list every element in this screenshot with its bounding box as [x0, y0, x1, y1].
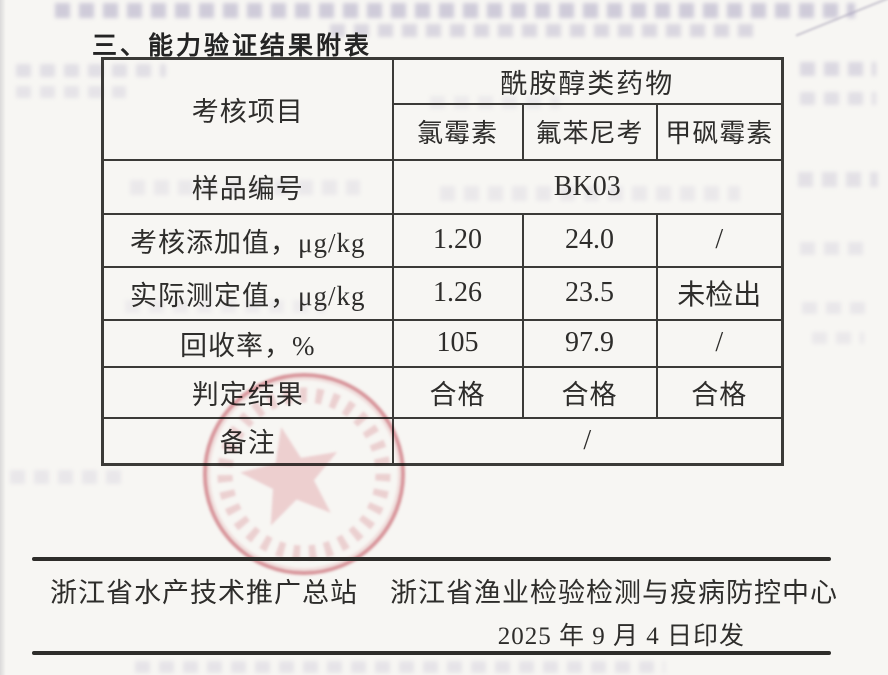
header-item-column: 考核项目 [101, 57, 394, 161]
table-row-spiked-value: 考核添加值，μg/kg 1.20 24.0 / [101, 212, 784, 268]
header-drug-3: 甲砜霉素 [655, 102, 784, 161]
page-title: 三、能力验证结果附表 [92, 32, 373, 60]
cell-value: / [655, 212, 784, 268]
table-row-sample-id: 样品编号 BK03 [101, 158, 784, 215]
row-label: 判定结果 [101, 365, 394, 419]
row-label: 回收率，% [101, 318, 394, 368]
header-drug-2: 氟苯尼考 [521, 102, 658, 161]
cell-value: 105 [391, 318, 524, 368]
organization-name-2: 浙江省渔业检验检测与疫病防控中心 [390, 578, 838, 608]
issue-date: 2025 年 9 月 4 日印发 [497, 623, 745, 650]
show-through-smudge [800, 92, 876, 105]
show-through-smudge [798, 172, 878, 187]
cell-value: 24.0 [521, 212, 658, 268]
cell-value: 23.5 [521, 265, 658, 321]
show-through-smudge [55, 3, 855, 18]
row-label: 样品编号 [101, 158, 394, 215]
table-row-judgement: 判定结果 合格 合格 合格 [101, 365, 784, 419]
table-row-remarks: 备注 / [101, 416, 784, 466]
results-table-container: 考核项目 酰胺醇类药物 氯霉素 氟苯尼考 甲砜霉素 样品编号 BK03 考核添加… [101, 57, 785, 466]
results-table: 考核项目 酰胺醇类药物 氯霉素 氟苯尼考 甲砜霉素 样品编号 BK03 考核添加… [101, 57, 785, 466]
sample-id-value: BK03 [391, 158, 784, 215]
cell-value: 1.26 [391, 265, 524, 321]
show-through-smudge [800, 62, 876, 76]
cell-value: 合格 [391, 365, 524, 419]
header-drug-group: 酰胺醇类药物 [391, 57, 784, 105]
scan-crease-line [795, 0, 888, 37]
cell-value: 1.20 [391, 212, 524, 268]
footer-divider-top [32, 557, 831, 561]
show-through-smudge [10, 470, 130, 484]
show-through-smudge [330, 24, 760, 37]
table-row-recovery: 回收率，% 105 97.9 / [101, 318, 784, 368]
cell-value: 97.9 [521, 318, 658, 368]
cell-value: / [655, 318, 784, 368]
show-through-smudge [802, 302, 868, 314]
row-label: 备注 [101, 416, 394, 466]
row-label: 考核添加值，μg/kg [101, 212, 394, 268]
organization-name-1: 浙江省水产技术推广总站 [50, 578, 358, 608]
table-row-measured-value: 实际测定值，μg/kg 1.26 23.5 未检出 [101, 265, 784, 321]
cell-value: 合格 [655, 365, 784, 419]
header-drug-1: 氯霉素 [391, 102, 524, 161]
footer-divider-bottom [32, 651, 831, 655]
row-label: 实际测定值，μg/kg [101, 265, 394, 321]
show-through-smudge [800, 242, 870, 255]
show-through-smudge [135, 661, 665, 673]
remarks-value: / [391, 416, 784, 466]
cell-value: 未检出 [655, 265, 784, 321]
page-edge-shadow [0, 0, 6, 675]
cell-value: 合格 [521, 365, 658, 419]
show-through-smudge [812, 332, 864, 344]
issuing-organizations: 浙江省水产技术推广总站 浙江省渔业检验检测与疫病防控中心 [50, 571, 840, 610]
